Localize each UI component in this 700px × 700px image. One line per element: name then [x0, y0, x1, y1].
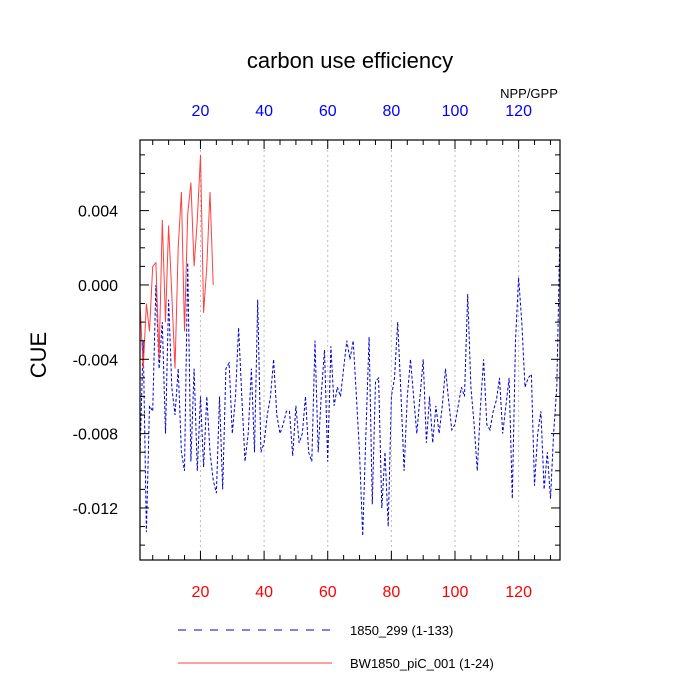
x-tick-label-bottom: 120 [505, 584, 532, 601]
y-axis-label: CUE [26, 332, 51, 378]
plot-frame [140, 140, 560, 560]
y-tick-label: 0.004 [78, 204, 118, 221]
grid-layer [200, 140, 518, 560]
y-tick-label: -0.004 [73, 352, 118, 369]
x-tick-label-top: 40 [255, 103, 273, 120]
legend-label-1850-299: 1850_299 (1-133) [350, 623, 453, 638]
x-tick-label-top: 80 [382, 103, 400, 120]
x-tick-label-bottom: 40 [255, 584, 273, 601]
x-tick-label-bottom: 80 [382, 584, 400, 601]
x-tick-label-top: 100 [442, 103, 469, 120]
x-tick-label-top: 120 [505, 103, 532, 120]
x-tick-label-top: 20 [192, 103, 210, 120]
ticks-layer: 20 20 40 40 60 60 80 80 100 100 120 120 0.004 0.000 -0… [73, 103, 560, 601]
y-tick-label: 0.000 [78, 278, 118, 295]
legend-label-bw1850: BW1850_piC_001 (1-24) [350, 656, 494, 671]
cue-chart: carbon use efficiency NPP/GPP CUE 20 20 40… [0, 0, 700, 700]
legend: 1850_299 (1-133) BW1850_piC_001 (1-24) [178, 623, 494, 671]
x-tick-label-bottom: 60 [319, 584, 337, 601]
y-tick-label: -0.012 [73, 501, 118, 518]
series-line-bw1850 [140, 155, 213, 369]
y-tick-label: -0.008 [73, 427, 118, 444]
x-tick-label-top: 60 [319, 103, 337, 120]
chart-title: carbon use efficiency [247, 48, 453, 73]
series-layer [140, 155, 560, 536]
x-tick-label-bottom: 20 [192, 584, 210, 601]
x-tick-label-bottom: 100 [442, 584, 469, 601]
top-axis-label: NPP/GPP [500, 86, 558, 101]
